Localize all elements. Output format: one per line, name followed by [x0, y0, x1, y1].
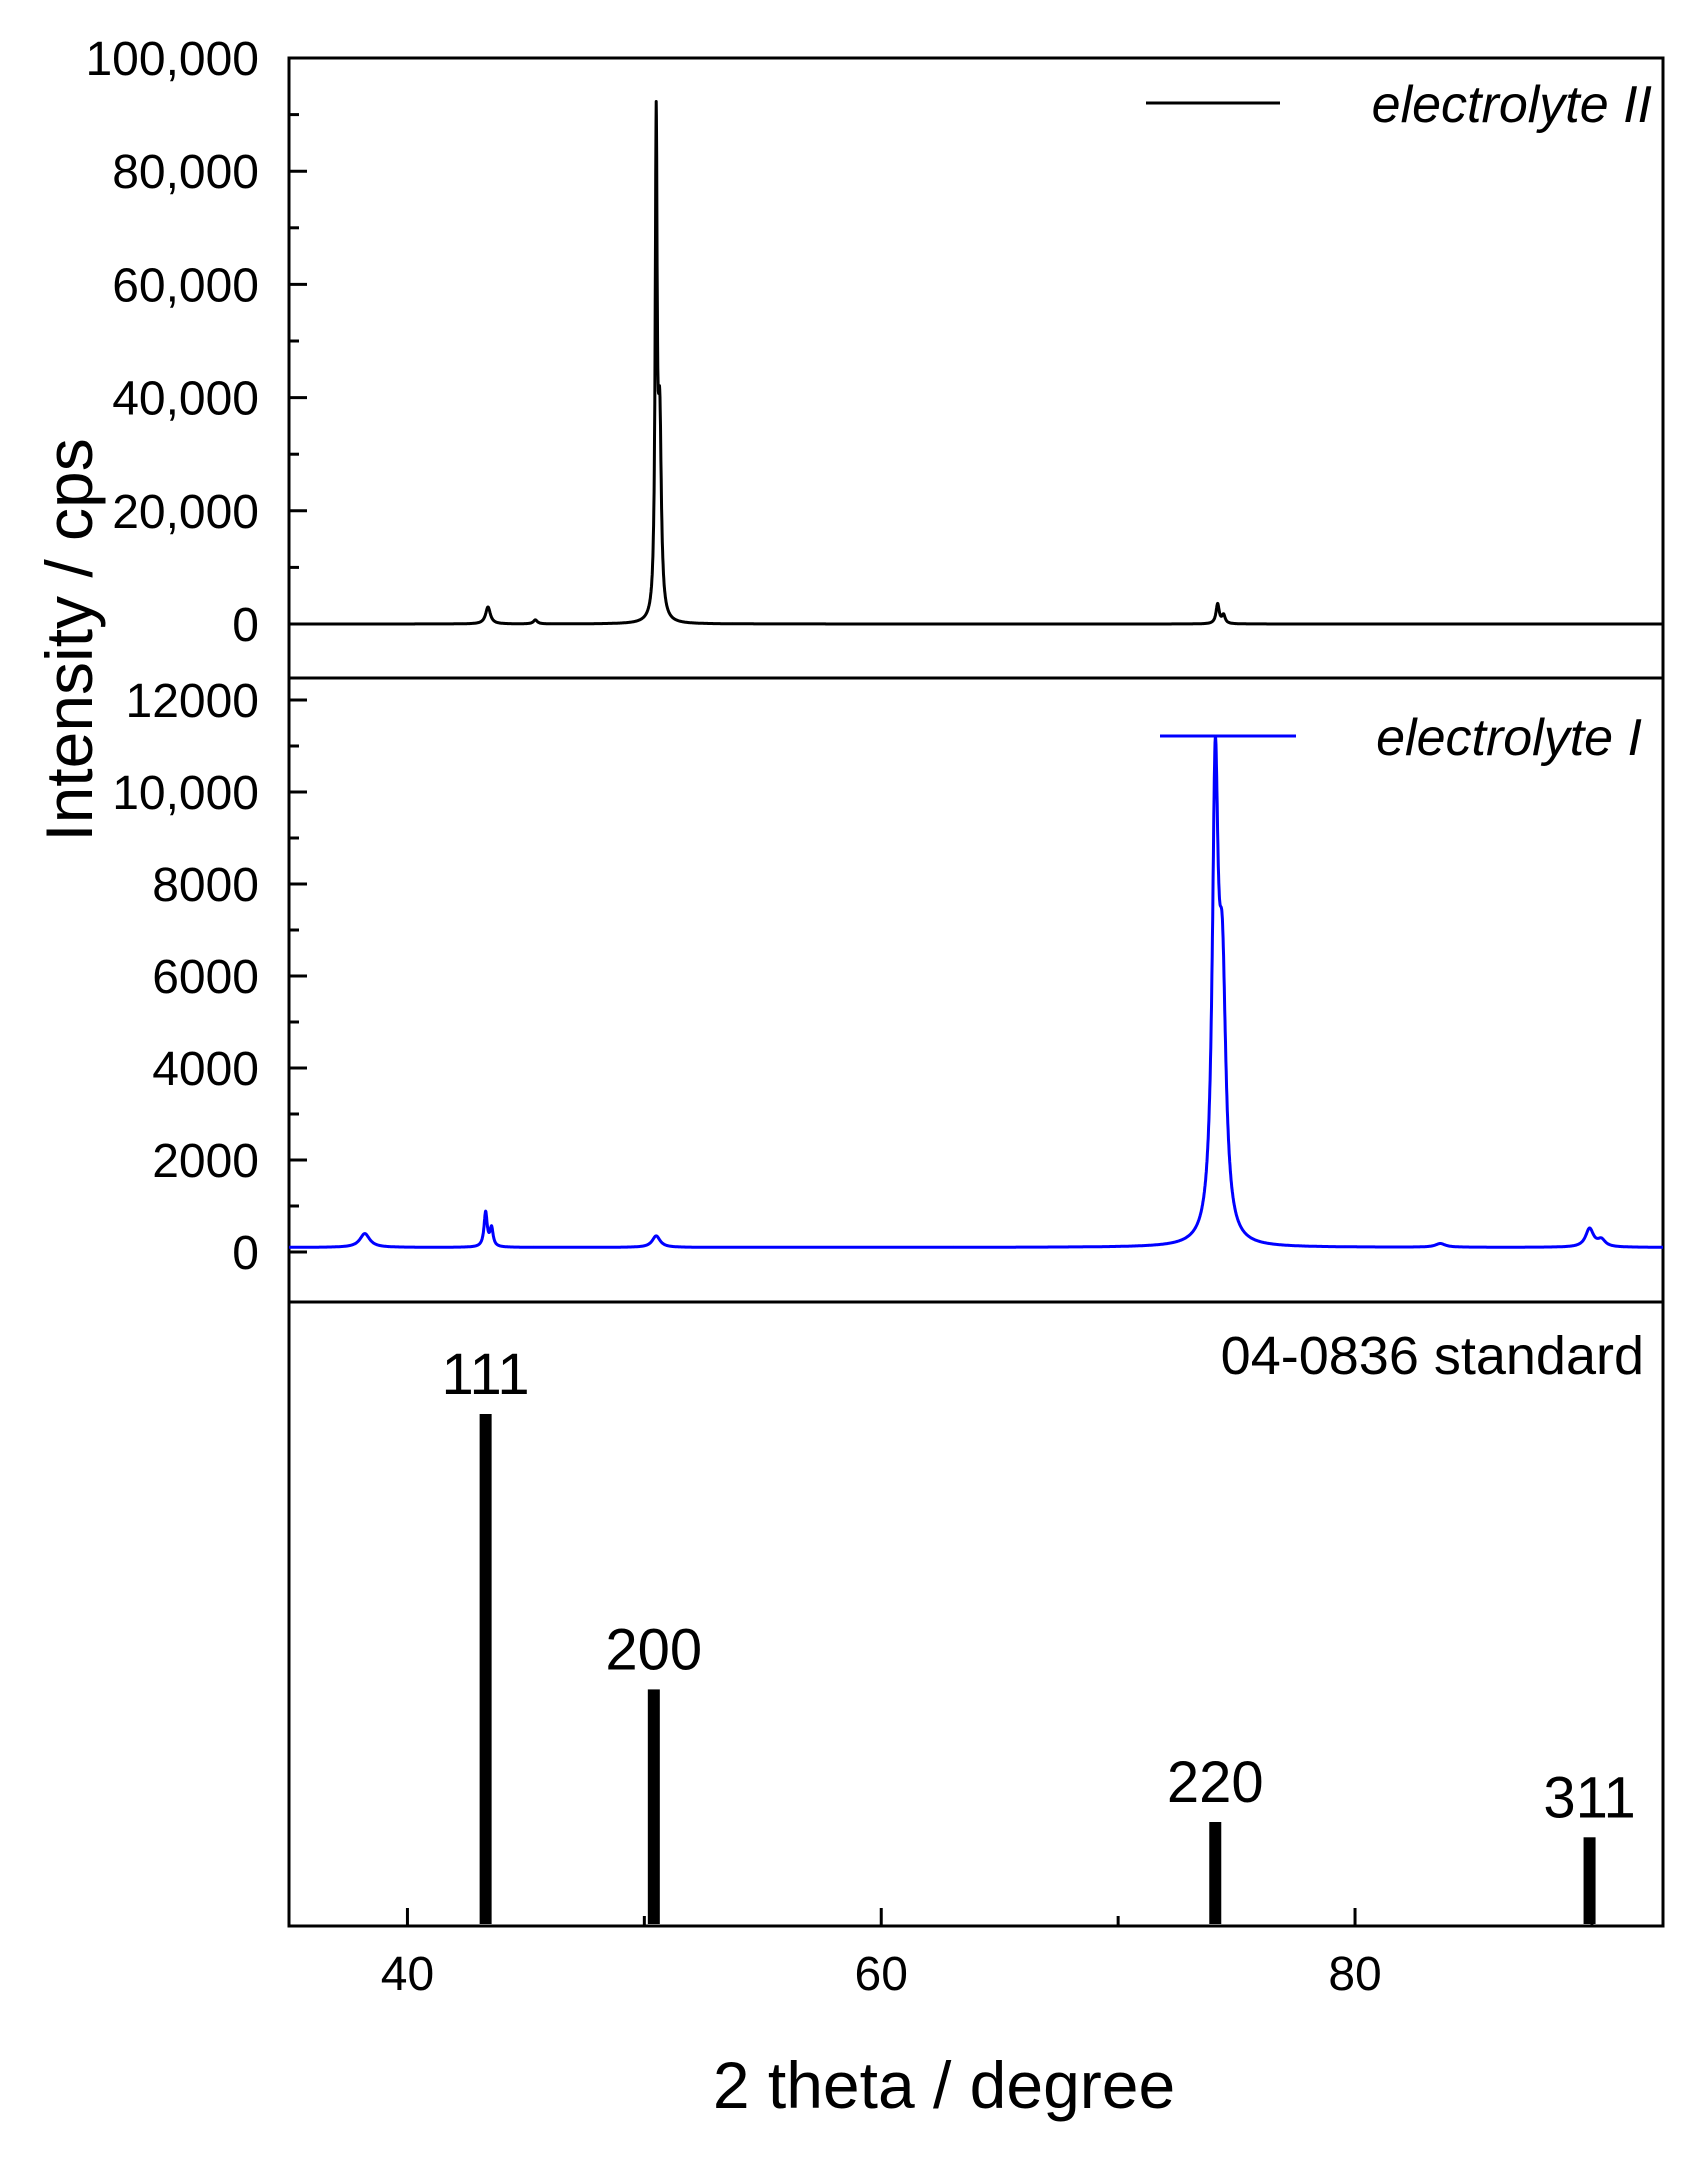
y-tick-label-middle: 4000: [152, 1043, 259, 1096]
standard-stick: [1209, 1822, 1222, 1924]
standard-stick: [479, 1414, 492, 1924]
y-tick-label-middle: 6000: [152, 951, 259, 1004]
x-tick-label: 40: [381, 1948, 434, 2001]
stick-label: 311: [1543, 1765, 1635, 1830]
x-axis: 40 60 80: [381, 1908, 1594, 2001]
series-line-top: [287, 100, 1665, 626]
standard-stick: [647, 1689, 660, 1924]
y-tick-label-middle: 0: [232, 1227, 259, 1280]
y-tick-label-middle: 2000: [152, 1135, 259, 1188]
stick-label: 220: [1167, 1750, 1264, 1815]
y-tick-label-top: 40,000: [112, 373, 259, 426]
x-tick-label: 60: [855, 1948, 908, 2001]
y-axis-title: Intensity / cps: [32, 438, 106, 842]
series-line-middle: [287, 735, 1665, 1249]
panel-electrolyte-i: 0 2000 4000 6000 8000 10,000 12000: [112, 675, 1665, 1280]
panel-electrolyte-ii: 0 20,000 40,000 60,000 80,000 100,000: [85, 33, 1665, 652]
panel-frames: [287, 56, 1665, 1928]
legend-label-electrolyte-ii: electrolyte II: [1372, 76, 1652, 134]
legend-label-electrolyte-i: electrolyte I: [1376, 709, 1642, 767]
y-tick-label-middle: 10,000: [112, 767, 259, 820]
y-tick-label-top: 0: [232, 599, 259, 652]
y-tick-label-top: 20,000: [112, 486, 259, 539]
stick-label: 111: [442, 1342, 530, 1407]
frame-top: [287, 56, 1665, 680]
standard-stick: [1583, 1837, 1596, 1924]
x-tick-label: 80: [1328, 1948, 1381, 2001]
panel-standard: 111 200 220 311: [442, 1342, 1636, 1924]
y-tick-label-top: 60,000: [112, 259, 259, 312]
y-tick-label-top: 100,000: [85, 33, 259, 86]
y-tick-label-top: 80,000: [112, 146, 259, 199]
y-tick-label-middle: 12000: [126, 675, 259, 728]
standard-title: 04-0836 standard: [1221, 1326, 1644, 1386]
y-tick-label-middle: 8000: [152, 859, 259, 912]
frame-middle: [287, 676, 1665, 1304]
frame-bottom: [287, 1300, 1665, 1928]
stick-label: 200: [605, 1617, 702, 1682]
x-axis-title: 2 theta / degree: [713, 2048, 1175, 2122]
